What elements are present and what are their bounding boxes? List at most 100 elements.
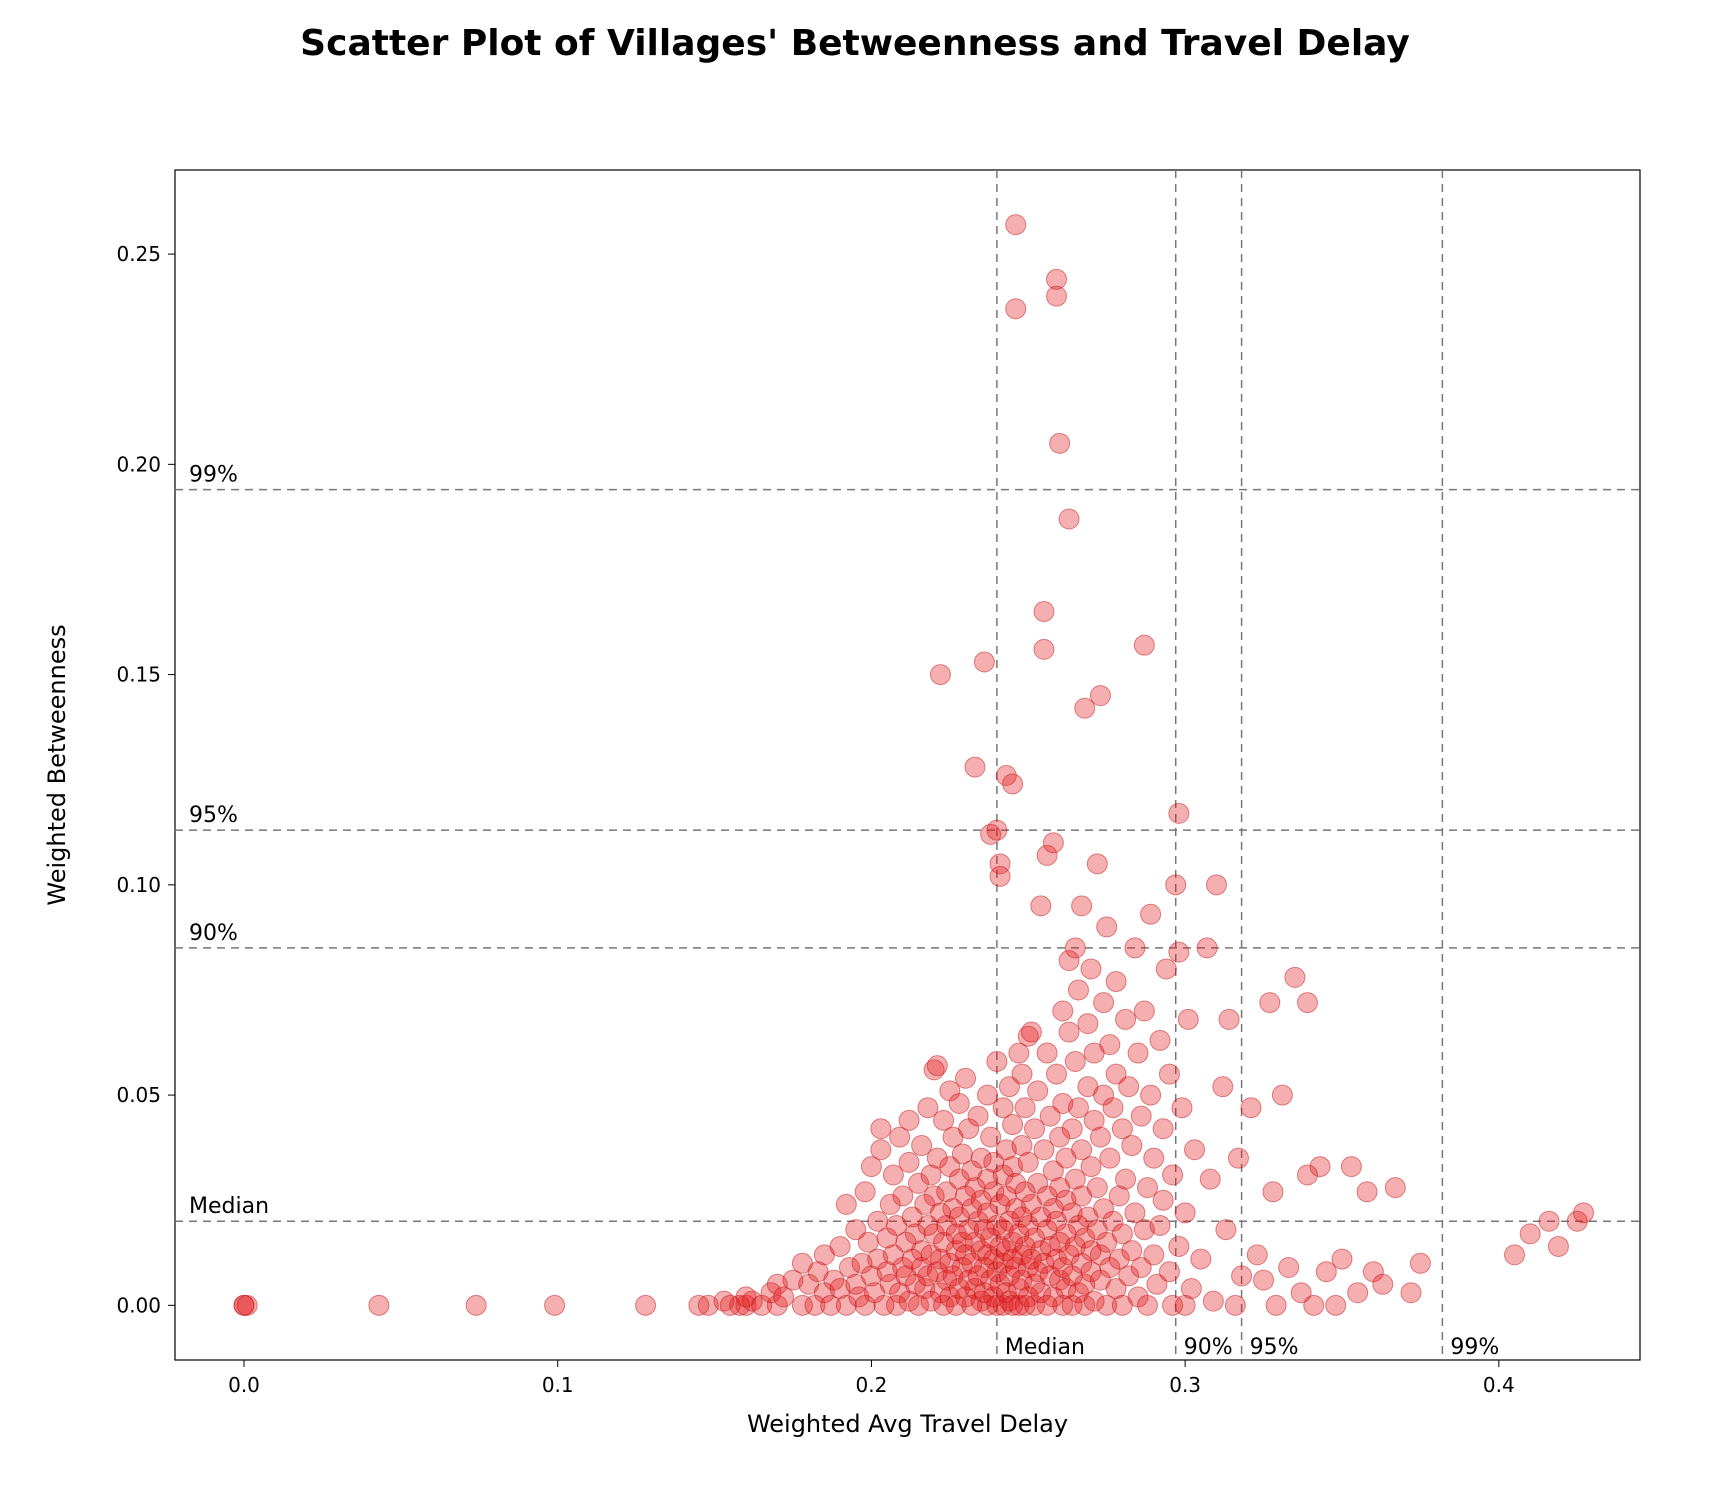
data-point — [1153, 1119, 1173, 1139]
data-point — [836, 1194, 856, 1214]
data-point — [1047, 1064, 1067, 1084]
data-point — [1047, 286, 1067, 306]
data-point — [369, 1295, 389, 1315]
data-point — [1100, 1148, 1120, 1168]
data-point — [1094, 993, 1114, 1013]
vline-label: 95% — [1250, 1335, 1299, 1360]
data-point — [1137, 1295, 1157, 1315]
data-point — [1059, 1022, 1079, 1042]
data-point — [956, 1068, 976, 1088]
y-tick-label: 0.00 — [116, 1293, 161, 1317]
data-point — [871, 1140, 891, 1160]
hline-label: 90% — [189, 921, 238, 946]
data-point — [1410, 1253, 1430, 1273]
data-point — [965, 757, 985, 777]
data-point — [1272, 1085, 1292, 1105]
x-axis-label: Weighted Avg Travel Delay — [747, 1410, 1068, 1438]
data-point — [1012, 1064, 1032, 1084]
data-point — [1087, 854, 1107, 874]
vline-label: Median — [1005, 1335, 1085, 1360]
data-point — [1178, 1009, 1198, 1029]
data-point — [1116, 1009, 1136, 1029]
data-point — [927, 1056, 947, 1076]
data-point — [1166, 875, 1186, 895]
data-point — [1141, 904, 1161, 924]
data-point — [1034, 639, 1054, 659]
y-tick-label: 0.05 — [116, 1083, 161, 1107]
data-point — [1141, 1085, 1161, 1105]
data-point — [1247, 1245, 1267, 1265]
data-point — [1100, 1035, 1120, 1055]
data-point — [1090, 1127, 1110, 1147]
data-point — [1065, 1051, 1085, 1071]
data-point — [1304, 1295, 1324, 1315]
data-point — [990, 866, 1010, 886]
x-tick-label: 0.4 — [1483, 1373, 1515, 1397]
data-point — [1254, 1270, 1274, 1290]
data-point — [1106, 972, 1126, 992]
data-point — [1185, 1140, 1205, 1160]
data-point — [1006, 299, 1026, 319]
data-point — [1332, 1249, 1352, 1269]
data-point — [1144, 1245, 1164, 1265]
data-point — [1241, 1098, 1261, 1118]
y-tick-label: 0.25 — [116, 242, 161, 266]
data-point — [1156, 959, 1176, 979]
data-point — [1159, 1262, 1179, 1282]
data-point — [1072, 896, 1092, 916]
data-point — [1068, 980, 1088, 1000]
data-point — [1219, 1009, 1239, 1029]
data-point — [949, 1093, 969, 1113]
data-point — [871, 1119, 891, 1139]
data-point — [1131, 1106, 1151, 1126]
data-point — [1200, 1169, 1220, 1189]
data-point — [1260, 993, 1280, 1013]
data-point — [1097, 917, 1117, 937]
chart-container: Scatter Plot of Villages' Betweenness an… — [0, 0, 1710, 1496]
data-point — [830, 1236, 850, 1256]
data-point — [974, 652, 994, 672]
data-point — [987, 820, 1007, 840]
data-point — [1119, 1077, 1139, 1097]
x-tick-label: 0.1 — [542, 1373, 574, 1397]
data-point — [1050, 433, 1070, 453]
data-point — [987, 1051, 1007, 1071]
hline-label: 99% — [189, 463, 238, 488]
data-point — [1548, 1236, 1568, 1256]
y-tick-label: 0.20 — [116, 452, 161, 476]
data-point — [1373, 1274, 1393, 1294]
data-point — [1169, 803, 1189, 823]
data-point — [1181, 1279, 1201, 1299]
data-point — [1539, 1211, 1559, 1231]
data-point — [1003, 1115, 1023, 1135]
data-point — [1065, 938, 1085, 958]
data-point — [1163, 1165, 1183, 1185]
data-point — [899, 1110, 919, 1130]
data-point — [1087, 1178, 1107, 1198]
data-point — [1153, 1190, 1173, 1210]
data-point — [1128, 1043, 1148, 1063]
data-point — [1081, 959, 1101, 979]
data-point — [1134, 635, 1154, 655]
data-point — [1216, 1220, 1236, 1240]
data-point — [545, 1295, 565, 1315]
data-point — [1043, 833, 1063, 853]
data-point — [1348, 1283, 1368, 1303]
x-tick-label: 0.3 — [1169, 1373, 1201, 1397]
chart-title: Scatter Plot of Villages' Betweenness an… — [300, 23, 1410, 64]
hline-label: 95% — [189, 803, 238, 828]
data-point — [899, 1152, 919, 1172]
data-point — [1266, 1295, 1286, 1315]
data-point — [1053, 1001, 1073, 1021]
y-axis-label: Weighted Betweenness — [43, 624, 71, 905]
data-point — [1122, 1136, 1142, 1156]
data-point — [1090, 686, 1110, 706]
data-point — [1021, 1022, 1041, 1042]
vline-label: 99% — [1450, 1335, 1499, 1360]
x-tick-label: 0.2 — [856, 1373, 888, 1397]
data-point — [1310, 1157, 1330, 1177]
data-point — [1385, 1178, 1405, 1198]
data-point — [1169, 942, 1189, 962]
data-point — [1203, 1291, 1223, 1311]
data-point — [1326, 1295, 1346, 1315]
